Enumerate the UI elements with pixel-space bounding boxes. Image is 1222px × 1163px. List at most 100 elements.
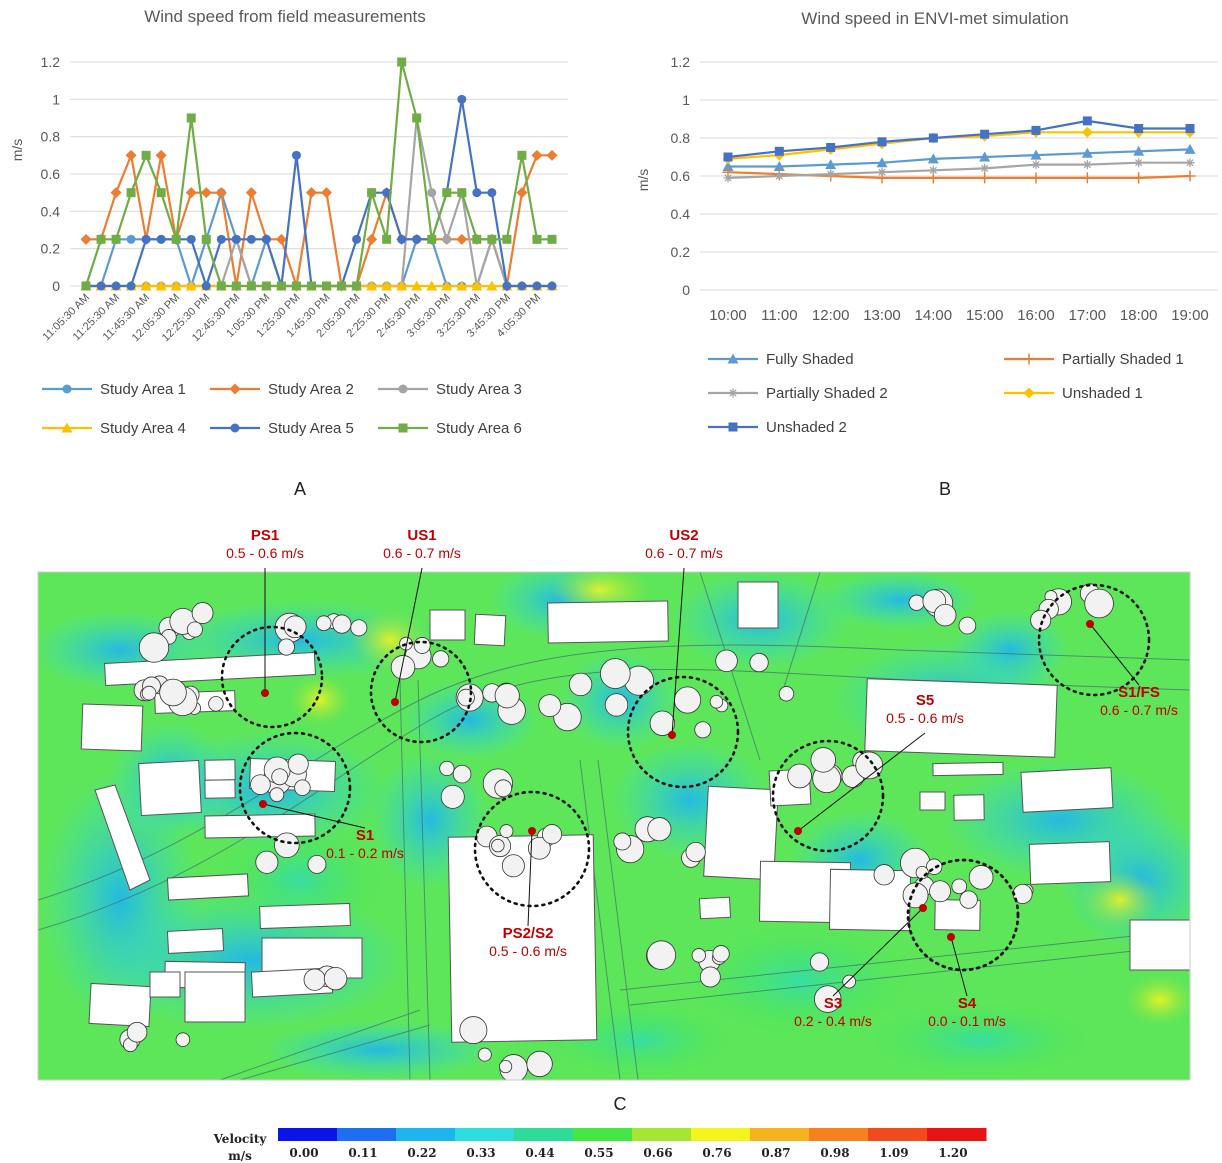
tree [250, 774, 271, 795]
data-point [531, 149, 543, 161]
data-point [1082, 116, 1092, 126]
map-frame [37, 571, 1191, 1081]
tree [315, 615, 332, 631]
building [737, 581, 779, 629]
building [1129, 919, 1190, 971]
data-point [427, 188, 437, 198]
site-s5: S50.5 - 0.6 m/s [771, 692, 964, 853]
legend-label: Study Area 6 [436, 420, 522, 437]
site-dot [1086, 620, 1094, 628]
data-point [366, 280, 378, 291]
site-s1: S10.1 - 0.2 m/s [238, 731, 404, 861]
data-point [306, 281, 316, 291]
data-point [502, 234, 512, 244]
tree [526, 1050, 553, 1078]
colorbar-cell [809, 1128, 869, 1141]
colorbar-tick: 0.00 [289, 1146, 318, 1160]
chart-field-measurements: Wind speed from field measurements m/s 0… [9, 7, 568, 437]
data-point [126, 234, 136, 244]
tree [715, 649, 738, 673]
legend-marker [727, 353, 739, 364]
colorbar-unit: m/s [228, 1149, 252, 1163]
panel-label-b: B [939, 479, 951, 499]
site-velocity: 0.6 - 0.7 m/s [645, 545, 723, 561]
tree [712, 945, 730, 963]
site-dot [668, 731, 676, 739]
tree [432, 650, 450, 668]
data-point [1134, 158, 1144, 168]
building [88, 982, 152, 1028]
tree [255, 850, 279, 874]
tree [553, 702, 582, 732]
tree [929, 880, 951, 903]
colorbar-cell [514, 1128, 574, 1141]
tree [477, 1047, 492, 1062]
data-point [291, 281, 301, 291]
chart-b-ylabel: m/s [635, 169, 651, 192]
data-point [472, 234, 482, 244]
data-point [261, 234, 271, 244]
data-point [412, 234, 422, 244]
tree [274, 832, 300, 859]
tree [413, 637, 431, 654]
site-leader-line [671, 567, 685, 736]
data-point [397, 57, 407, 67]
building [1028, 841, 1112, 885]
tree [350, 619, 368, 637]
data-point [246, 281, 256, 291]
legend-label: Study Area 1 [100, 381, 186, 398]
data-point [1082, 160, 1092, 170]
data-point [155, 149, 167, 161]
site-name: PS1 [251, 527, 279, 544]
data-point [723, 152, 733, 162]
site-leader-line [262, 803, 366, 829]
data-point [200, 187, 212, 199]
colorbar-title: Velocity [213, 1132, 268, 1146]
tree [307, 854, 327, 874]
colorbar-tick: 0.66 [643, 1146, 672, 1160]
chart-a-ylabel: m/s [9, 139, 25, 162]
building [166, 873, 250, 901]
chart-a-legend: Study Area 1 Study Area 2 Study Area 3 Stud… [42, 381, 522, 437]
site-velocity: 0.6 - 0.7 m/s [383, 545, 461, 561]
data-point [980, 163, 990, 173]
data-point [126, 281, 136, 291]
site-velocity: 0.0 - 0.1 m/s [928, 1013, 1006, 1029]
tree [208, 696, 224, 712]
building [429, 609, 466, 641]
mid-velocity-zone [680, 920, 920, 1040]
data-point [141, 234, 151, 244]
site-name: US1 [407, 527, 436, 544]
data-point [156, 188, 166, 198]
tree [842, 974, 857, 989]
panel-label-c: C [614, 1094, 627, 1114]
site-name: S3 [824, 995, 842, 1012]
data-point [111, 281, 121, 291]
data-point [1134, 124, 1144, 133]
tree [968, 865, 994, 890]
data-point [412, 113, 422, 123]
building [547, 600, 669, 644]
data-point [366, 233, 378, 245]
data-point [517, 150, 527, 160]
legend-label: Unshaded 2 [766, 419, 847, 436]
site-velocity: 0.1 - 0.2 m/s [326, 845, 404, 861]
data-point [532, 281, 542, 291]
data-point [877, 137, 887, 147]
data-point [456, 233, 468, 245]
data-point [185, 280, 197, 291]
data-point [1081, 172, 1093, 184]
tree [287, 753, 309, 775]
data-point [722, 161, 734, 171]
data-point [275, 233, 287, 245]
tree [323, 966, 348, 991]
tree [269, 787, 285, 802]
site-velocity: 0.2 - 0.4 m/s [794, 1013, 872, 1029]
site-dot [261, 689, 269, 697]
data-point [321, 187, 333, 199]
building [473, 613, 507, 647]
